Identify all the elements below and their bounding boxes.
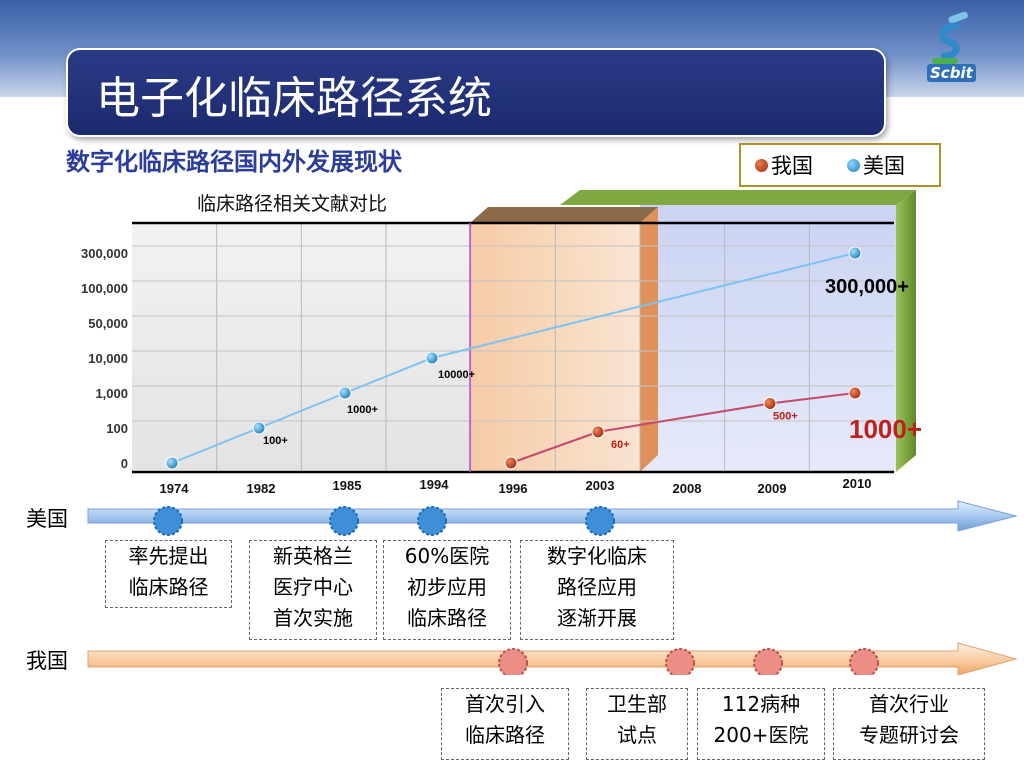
x-tick-label: 1985 xyxy=(333,478,362,493)
data-point-usa xyxy=(848,246,862,260)
x-tick-label: 2003 xyxy=(586,478,615,493)
period-box-top-orange xyxy=(470,207,658,223)
data-label: 1000+ xyxy=(849,414,922,444)
china-milestone-dot xyxy=(753,648,783,675)
usa-timeline-arrow xyxy=(87,500,1018,532)
x-axis: 1974 1982 1985 1994 1996 2003 2008 2009 2010 xyxy=(160,476,872,496)
china-milestone-dot xyxy=(849,648,879,675)
period-box-top xyxy=(560,190,916,205)
data-point-china xyxy=(848,386,862,400)
period-box-side-orange xyxy=(640,207,658,472)
data-label: 1000+ xyxy=(347,404,378,416)
usa-milestone-dot xyxy=(329,506,359,536)
usa-milestone-markers xyxy=(153,506,615,536)
timeline-arrows xyxy=(87,500,1018,675)
y-tick-label: 10,000 xyxy=(88,351,128,366)
usa-milestone-dot xyxy=(417,506,447,536)
usa-milestone-3: 60%医院 初步应用 临床路径 xyxy=(383,540,511,640)
usa-milestone-dot xyxy=(153,506,183,536)
x-tick-label: 1982 xyxy=(247,481,276,496)
china-milestone-dot xyxy=(498,648,528,675)
legend-item-usa: 美国 xyxy=(847,150,905,180)
data-label: 500+ xyxy=(773,411,798,423)
china-timeline-arrow xyxy=(87,642,1018,675)
chart: 0 100 1,000 10,000 50,000 100,000 300,000 1974… xyxy=(81,190,922,496)
china-milestone-4: 首次行业 专题研讨会 xyxy=(833,688,985,760)
series-layer xyxy=(165,246,862,470)
x-tick-label: 2008 xyxy=(673,481,702,496)
legend-item-china: 我国 xyxy=(755,150,813,180)
slide-title: 电子化临床路径系统 xyxy=(96,73,492,124)
y-tick-label: 1,000 xyxy=(95,386,128,401)
china-milestone-dot xyxy=(665,648,695,675)
logo-label: Scbit xyxy=(927,64,976,82)
title-box xyxy=(66,48,886,137)
x-tick-label: 1996 xyxy=(499,481,528,496)
series-line-china xyxy=(510,392,856,464)
usa-milestone-4: 数字化临床 路径应用 逐渐开展 xyxy=(520,540,674,640)
china-milestone-3: 112病种 200+医院 xyxy=(697,688,825,760)
data-point-usa xyxy=(338,386,352,400)
data-label: 300,000+ xyxy=(825,276,909,298)
legend-marker-china xyxy=(755,159,768,172)
section-subtitle: 数字化临床路径国内外发展现状 xyxy=(66,148,402,176)
china-milestone-1: 首次引入 临床路径 xyxy=(441,688,569,760)
y-tick-label: 300,000 xyxy=(81,246,128,261)
y-tick-label: 0 xyxy=(121,456,128,471)
y-tick-label: 50,000 xyxy=(88,316,128,331)
x-tick-label: 1994 xyxy=(420,477,450,492)
scbit-logo-icon xyxy=(932,12,968,64)
data-point-china xyxy=(504,456,518,470)
usa-milestone-dot xyxy=(585,506,615,536)
data-labels: 100+ 1000+ 10000+ 300,000+ 60+ 500+ 1000+ xyxy=(263,276,922,451)
period-box-side xyxy=(896,190,916,472)
china-milestone-markers xyxy=(498,648,879,675)
data-point-usa xyxy=(425,351,439,365)
data-label: 60+ xyxy=(611,439,630,451)
x-tick-label: 2009 xyxy=(758,481,787,496)
timeline-label-usa: 美国 xyxy=(26,507,68,531)
chart-title: 临床路径相关文献对比 xyxy=(197,193,388,215)
legend-label-usa: 美国 xyxy=(863,154,905,178)
chart-legend: 我国 美国 xyxy=(739,143,941,187)
data-label: 10000+ xyxy=(438,369,475,381)
x-tick-label: 1974 xyxy=(160,481,190,496)
timeline-label-china: 我国 xyxy=(26,649,68,673)
data-point-usa xyxy=(165,456,179,470)
legend-label-china: 我国 xyxy=(771,154,813,178)
grid xyxy=(132,223,894,472)
x-tick-label: 2010 xyxy=(843,476,872,491)
data-point-usa xyxy=(252,421,266,435)
china-milestone-2: 卫生部 试点 xyxy=(586,688,688,760)
usa-milestone-2: 新英格兰 医疗中心 首次实施 xyxy=(249,540,377,640)
data-label: 100+ xyxy=(263,435,288,447)
data-point-china xyxy=(591,425,605,439)
y-tick-label: 100 xyxy=(106,421,128,436)
legend-marker-usa xyxy=(847,159,860,172)
y-tick-label: 100,000 xyxy=(81,281,128,296)
usa-milestone-1: 率先提出 临床路径 xyxy=(105,540,232,608)
data-point-china xyxy=(763,397,777,411)
y-axis: 0 100 1,000 10,000 50,000 100,000 300,000 xyxy=(81,246,128,471)
